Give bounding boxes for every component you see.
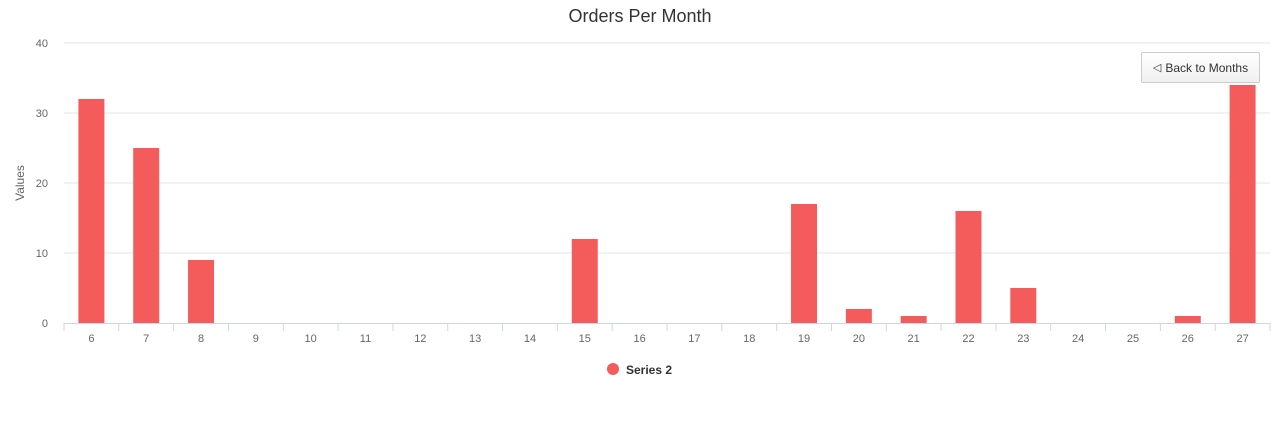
chart-title: Orders Per Month: [568, 6, 711, 26]
x-tick-label: 15: [579, 333, 591, 345]
x-tick-label: 25: [1127, 333, 1139, 345]
triangle-left-icon: ◁: [1152, 62, 1162, 74]
y-tick-label: 20: [36, 178, 48, 190]
x-tick-label: 9: [253, 333, 259, 345]
y-tick-label: 10: [36, 248, 48, 260]
x-tick-label: 12: [414, 333, 426, 345]
bar-19[interactable]: [791, 204, 818, 323]
bar-27[interactable]: [1229, 85, 1256, 323]
x-tick-label: 7: [143, 333, 149, 345]
legend-label-series-2[interactable]: Series 2: [626, 363, 672, 377]
bar-21[interactable]: [900, 316, 927, 323]
x-tick-label: 16: [633, 333, 645, 345]
x-tick-label: 19: [798, 333, 810, 345]
x-tick-label: 18: [743, 333, 755, 345]
bar-7[interactable]: [133, 148, 160, 323]
bar-20[interactable]: [845, 309, 872, 323]
y-tick-label: 0: [42, 318, 48, 330]
bar-6[interactable]: [78, 99, 105, 323]
x-tick-label: 13: [469, 333, 481, 345]
bar-23[interactable]: [1010, 288, 1037, 323]
x-tick-label: 23: [1017, 333, 1029, 345]
x-tick-label: 22: [962, 333, 974, 345]
bar-15[interactable]: [571, 239, 598, 323]
x-tick-label: 21: [908, 333, 920, 345]
y-axis-label: Values: [13, 165, 27, 201]
back-button-label: Back to Months: [1165, 60, 1249, 75]
bar-8[interactable]: [188, 260, 215, 323]
x-tick-label: 26: [1182, 333, 1194, 345]
y-tick-label: 40: [36, 38, 48, 50]
x-tick-label: 8: [198, 333, 204, 345]
x-tick-label: 11: [360, 333, 371, 345]
x-tick-label: 27: [1236, 333, 1248, 345]
bar-22[interactable]: [955, 211, 982, 323]
legend[interactable]: Series 2: [607, 363, 672, 377]
x-tick-label: 10: [305, 333, 317, 345]
x-tick-label: 17: [688, 333, 700, 345]
bar-26[interactable]: [1174, 316, 1201, 323]
x-tick-label: 6: [88, 333, 94, 345]
x-tick-label: 24: [1072, 333, 1084, 345]
y-tick-label: 30: [36, 108, 48, 120]
legend-marker: [607, 363, 619, 375]
back-to-months-button[interactable]: ◁ Back to Months: [1141, 52, 1260, 83]
x-tick-label: 14: [524, 333, 536, 345]
x-tick-label: 20: [853, 333, 865, 345]
